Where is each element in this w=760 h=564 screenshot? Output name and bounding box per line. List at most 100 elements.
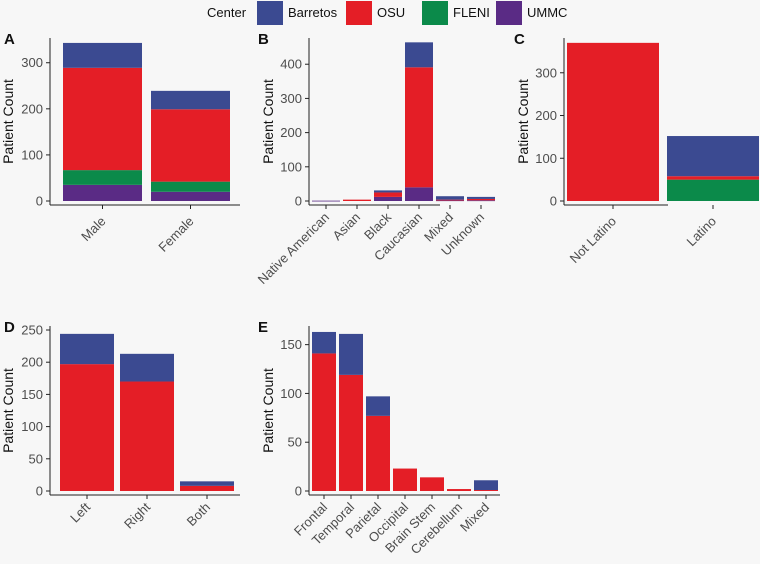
y-tick-label-e: 100 (280, 386, 302, 401)
bar-e-brain-stem-osu (420, 477, 444, 491)
legend-label-fleni: FLENI (453, 5, 490, 20)
legend-title: Center (207, 5, 247, 20)
bar-e-occipital-osu (393, 468, 417, 491)
bar-b-caucasian-barretos (405, 42, 433, 68)
y-tick-label-d: 0 (36, 484, 43, 499)
bar-a-female-barretos (151, 90, 230, 110)
panel-label-d: D (4, 319, 15, 336)
bar-e-mixed-barretos (474, 480, 498, 491)
legend-swatch-osu (346, 1, 372, 25)
bar-e-frontal-osu (312, 353, 336, 491)
x-tick-label-c: Latino (683, 214, 719, 250)
y-tick-label-b: 400 (280, 57, 302, 72)
bar-d-both-barretos (180, 481, 234, 486)
y-tick-label-d: 200 (21, 355, 43, 370)
y-tick-label-e: 50 (288, 435, 302, 450)
y-tick-label-c: 200 (535, 108, 557, 123)
y-tick-label-a: 300 (21, 55, 43, 70)
x-tick-label-b: Asian (330, 210, 364, 244)
x-tick-label-d: Right (121, 499, 153, 531)
y-axis-label-e: Patient Count (260, 368, 276, 453)
y-tick-label-d: 100 (21, 419, 43, 434)
bar-e-temporal-barretos (339, 333, 363, 375)
panel-d: D Patient Count 0 50 100 150 200 250 Left Right Bo… (0, 319, 240, 532)
bar-c-latino-barretos (667, 136, 759, 177)
y-tick-label-c: 0 (550, 194, 557, 209)
legend-label-osu: OSU (377, 5, 405, 20)
bar-a-male-barretos (63, 42, 142, 68)
bar-b-black-osu (374, 192, 402, 197)
bar-b-mixed-osu (436, 199, 464, 201)
panel-label-e: E (258, 319, 268, 336)
bar-b-native-american-ummc (312, 200, 340, 202)
x-tick-label-e: Mixed (457, 500, 492, 535)
y-tick-label-d: 50 (29, 451, 43, 466)
bar-b-black-barretos (374, 190, 402, 193)
bar-b-caucasian-osu (405, 67, 433, 188)
bar-d-left-osu (60, 364, 114, 491)
x-tick-label-b: Native American (255, 210, 333, 288)
bar-e-mixed-osu (474, 490, 498, 491)
y-tick-label-b: 100 (280, 159, 302, 174)
legend: Center Barretos OSU FLENI UMMC (207, 1, 567, 25)
panel-label-c: C (514, 31, 525, 48)
bar-b-unknown-ummc (467, 200, 495, 202)
bar-e-frontal-barretos (312, 331, 336, 354)
x-tick-label-d: Both (184, 500, 214, 530)
bar-b-black-ummc (374, 196, 402, 201)
y-axis-label-d: Patient Count (0, 368, 16, 453)
y-tick-label-b: 300 (280, 91, 302, 106)
bar-d-right-osu (120, 381, 174, 491)
legend-label-barretos: Barretos (288, 5, 338, 20)
bar-b-caucasian-ummc (405, 187, 433, 201)
bar-a-male-osu (63, 67, 142, 171)
legend-label-ummc: UMMC (527, 5, 567, 20)
y-tick-label-d: 150 (21, 387, 43, 402)
bar-a-female-fleni (151, 181, 230, 192)
bar-b-unknown-barretos (467, 196, 495, 199)
bar-b-asian-osu (343, 199, 371, 201)
bar-e-temporal-osu (339, 374, 363, 491)
bar-e-parietal-osu (366, 415, 390, 491)
legend-swatch-fleni (422, 1, 448, 25)
panel-a: A Patient Count 0 100 200 300 Male Female (0, 31, 240, 255)
x-tick-label-a: Female (155, 214, 196, 255)
bar-c-latino-fleni (667, 179, 759, 201)
bar-a-female-ummc (151, 191, 230, 201)
bar-a-male-fleni (63, 170, 142, 185)
panel-label-a: A (4, 31, 15, 48)
y-tick-label-a: 200 (21, 101, 43, 116)
y-tick-label-c: 300 (535, 65, 557, 80)
bar-b-unknown-osu (467, 198, 495, 201)
bar-a-male-ummc (63, 184, 142, 201)
legend-swatch-barretos (257, 1, 283, 25)
panel-label-b: B (258, 31, 269, 48)
y-tick-label-b: 200 (280, 125, 302, 140)
bar-c-not-latino-osu (567, 42, 659, 201)
bar-c-latino-osu (667, 176, 759, 180)
bar-d-right-barretos (120, 353, 174, 382)
y-axis-label-a: Patient Count (0, 79, 16, 164)
bar-d-left-barretos (60, 333, 114, 365)
x-tick-label-d: Left (67, 499, 93, 525)
y-axis-label-c: Patient Count (515, 79, 531, 164)
y-tick-label-e: 150 (280, 337, 302, 352)
bar-b-mixed-ummc (436, 200, 464, 202)
panel-b: B Patient Count 0 100 200 300 400 Native Americ… (255, 31, 495, 287)
y-tick-label-a: 0 (36, 194, 43, 209)
bar-b-mixed-barretos (436, 196, 464, 200)
x-tick-label-c: Not Latino (567, 214, 620, 267)
y-axis-label-b: Patient Count (260, 79, 276, 164)
bar-e-parietal-barretos (366, 396, 390, 416)
x-tick-label-a: Male (78, 214, 109, 245)
y-tick-label-c: 100 (535, 151, 557, 166)
bar-a-female-osu (151, 109, 230, 182)
y-tick-label-a: 100 (21, 147, 43, 162)
y-tick-label-b: 0 (295, 194, 302, 209)
legend-swatch-ummc (496, 1, 522, 25)
y-tick-label-e: 0 (295, 484, 302, 499)
bar-d-both-osu (180, 485, 234, 491)
